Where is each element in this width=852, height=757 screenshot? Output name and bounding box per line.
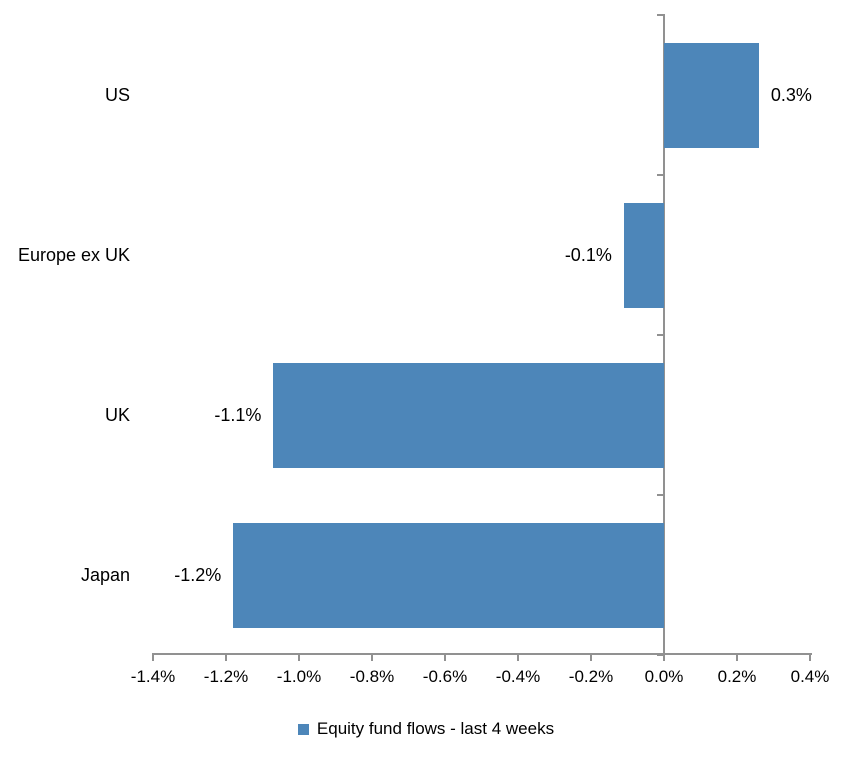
bar-uk: [273, 362, 664, 468]
x-axis-tick: [225, 653, 227, 661]
x-axis-tick: [517, 653, 519, 661]
x-axis-tick-label: -1.4%: [130, 667, 176, 686]
x-axis-tick-label: -0.2%: [568, 667, 614, 686]
x-axis-tick: [590, 653, 592, 661]
x-axis-tick: [298, 653, 300, 661]
x-axis-line: [152, 653, 812, 655]
x-axis-tick: [444, 653, 446, 661]
category-axis-tick: [657, 334, 665, 336]
x-axis-tick-label: 0.4%: [790, 667, 830, 686]
x-axis-tick: [809, 653, 811, 661]
x-axis-tick: [663, 653, 665, 661]
category-axis-tick: [657, 654, 665, 656]
x-axis-tick-label: -0.4%: [495, 667, 541, 686]
x-axis-tick-label: 0.0%: [644, 667, 684, 686]
category-label-europe-ex-uk: Europe ex UK: [17, 245, 130, 265]
category-axis-tick: [657, 14, 665, 16]
x-axis-tick-label: -0.8%: [349, 667, 395, 686]
x-axis-tick-label: 0.2%: [717, 667, 757, 686]
value-label-uk: -1.1%: [214, 405, 262, 425]
x-axis-tick: [152, 653, 154, 661]
category-label-japan: Japan: [80, 565, 130, 585]
category-label-us: US: [104, 85, 130, 105]
value-label-us: 0.3%: [770, 85, 812, 105]
x-axis-tick-label: -1.2%: [203, 667, 249, 686]
legend-label: Equity fund flows - last 4 weeks: [316, 719, 555, 738]
bar-japan: [233, 522, 664, 628]
category-axis-tick: [657, 494, 665, 496]
x-axis-tick-label: -0.6%: [422, 667, 468, 686]
x-axis-tick-label: -1.0%: [276, 667, 322, 686]
legend-marker-icon: [297, 723, 309, 735]
value-label-europe-ex-uk: -0.1%: [564, 245, 612, 265]
value-label-japan: -1.2%: [174, 565, 222, 585]
x-axis-tick: [371, 653, 373, 661]
bar-europe-ex-uk: [623, 202, 664, 308]
category-axis-tick: [657, 174, 665, 176]
category-label-uk: UK: [104, 405, 130, 425]
bar-us: [664, 42, 759, 148]
x-axis-tick: [736, 653, 738, 661]
legend: Equity fund flows - last 4 weeks: [0, 719, 852, 739]
